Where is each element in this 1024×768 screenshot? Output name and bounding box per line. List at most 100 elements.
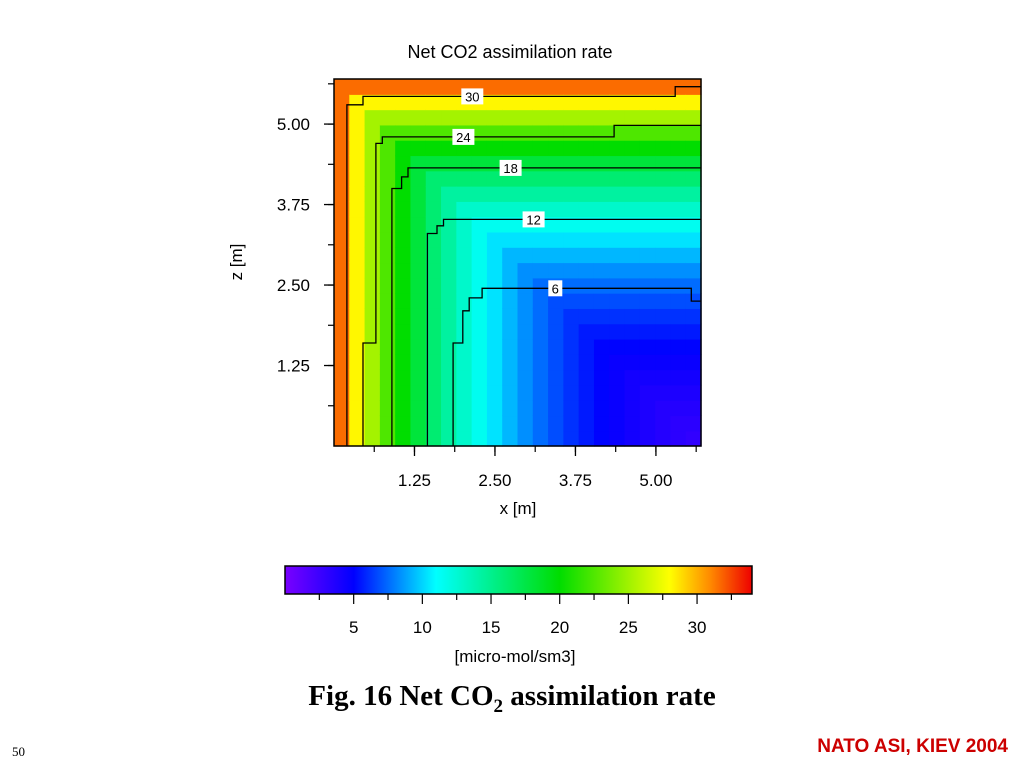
heatmap-cell xyxy=(624,400,641,417)
heatmap-cell xyxy=(532,354,549,371)
heatmap-cell xyxy=(624,155,641,172)
heatmap-cell xyxy=(364,94,381,111)
heatmap-cell xyxy=(548,338,564,355)
heatmap-cell xyxy=(425,293,442,309)
heatmap-cell xyxy=(456,308,473,325)
heatmap-cell xyxy=(578,384,595,401)
heatmap-cell xyxy=(532,94,549,111)
heatmap-cell xyxy=(517,293,534,309)
heatmap-cell xyxy=(410,369,427,386)
heatmap-cell xyxy=(334,94,350,111)
x-axis: 1.25 2.50 3.75 5.00 xyxy=(373,446,697,490)
colorbar-tick-label: 30 xyxy=(688,618,707,637)
heatmap-cell xyxy=(395,369,412,386)
heatmap-cell xyxy=(685,369,702,386)
heatmap-cell xyxy=(532,140,549,157)
heatmap-cell xyxy=(563,79,580,95)
heatmap-cell xyxy=(334,201,350,218)
heatmap-cell xyxy=(502,308,519,325)
heatmap-cell xyxy=(517,338,534,355)
heatmap-cell xyxy=(334,308,350,325)
heatmap-cell xyxy=(349,124,366,141)
heatmap-cell xyxy=(364,140,381,157)
heatmap-cell xyxy=(639,384,656,401)
heatmap-cell xyxy=(578,170,595,187)
heatmap-cell xyxy=(685,124,702,141)
y-axis: 1.25 2.50 3.75 5.00 xyxy=(277,83,334,407)
heatmap-cell xyxy=(655,109,672,126)
heatmap-cell xyxy=(563,384,580,401)
heatmap-cell xyxy=(578,247,595,264)
heatmap-cell xyxy=(410,94,427,111)
heatmap-cell xyxy=(364,155,381,172)
heatmap-cell xyxy=(563,369,580,386)
colorbar-tick-label: 5 xyxy=(349,618,358,637)
heatmap-cell xyxy=(639,277,656,294)
heatmap-cell xyxy=(379,308,396,325)
heatmap-cell xyxy=(685,430,702,447)
heatmap-cell xyxy=(502,216,519,233)
heatmap-cell xyxy=(410,323,427,340)
heatmap-cell xyxy=(685,400,702,417)
heatmap-cell xyxy=(639,323,656,340)
heatmap-cell xyxy=(425,247,442,264)
heatmap-cell xyxy=(349,400,366,417)
heatmap-cell xyxy=(456,415,473,432)
heatmap-cell xyxy=(334,140,350,157)
heatmap-cell xyxy=(334,262,350,279)
heatmap-cell xyxy=(379,338,396,355)
heatmap-cell xyxy=(410,170,427,187)
heatmap-cell xyxy=(364,247,381,264)
heatmap-cell xyxy=(364,384,381,401)
heatmap-cell xyxy=(563,277,580,294)
heatmap-cell xyxy=(578,109,595,126)
heatmap-cell xyxy=(410,338,427,355)
heatmap-cell xyxy=(486,247,503,264)
heatmap-cell xyxy=(670,338,687,355)
heatmap-cell xyxy=(410,216,427,233)
heatmap-cell xyxy=(471,277,488,294)
heatmap-cell xyxy=(364,109,381,126)
heatmap-cell xyxy=(593,140,610,157)
heatmap-cell xyxy=(609,216,626,233)
heatmap-cell xyxy=(609,354,626,371)
chart-figure: Net CO2 assimilation rate 30 24 18 12 6 1.25… xyxy=(227,42,753,666)
heatmap-cell xyxy=(334,400,350,417)
heatmap-cell xyxy=(349,94,366,111)
heatmap-cell xyxy=(670,384,687,401)
heatmap-cell xyxy=(655,277,672,294)
heatmap-cell xyxy=(655,247,672,264)
heatmap-cell xyxy=(624,201,641,218)
heatmap-cell xyxy=(655,415,672,432)
heatmap-cell xyxy=(548,293,564,309)
figure-caption: Fig. 16 Net CO2 assimilation rate xyxy=(0,680,1024,718)
contour-label-box xyxy=(452,128,475,145)
heatmap-cell xyxy=(395,79,412,95)
heatmap-cell xyxy=(471,400,488,417)
heatmap-cell xyxy=(548,384,564,401)
contour-label: 12 xyxy=(526,212,540,227)
heatmap-cell xyxy=(502,124,519,141)
heatmap-cell xyxy=(441,109,457,126)
heatmap-cell xyxy=(456,231,473,248)
heatmap-cell xyxy=(593,170,610,187)
heatmap-cell xyxy=(349,262,366,279)
heatmap-cell xyxy=(379,79,396,95)
heatmap-cell xyxy=(425,140,442,157)
heatmap-cell xyxy=(349,323,366,340)
heatmap-cell xyxy=(349,79,366,95)
heatmap-cell xyxy=(364,262,381,279)
heatmap-cell xyxy=(532,415,549,432)
y-tick-label: 1.25 xyxy=(277,357,310,376)
heatmap-cell xyxy=(670,247,687,264)
heatmap-cell xyxy=(685,262,702,279)
heatmap-cell xyxy=(456,323,473,340)
heatmap-cell xyxy=(593,338,610,355)
caption-prefix: Fig. 16 Net CO xyxy=(308,680,494,712)
contour-label-box xyxy=(461,88,484,105)
heatmap-cell xyxy=(441,201,457,218)
heatmap-cell xyxy=(655,354,672,371)
heatmap-cell xyxy=(334,338,350,355)
heatmap-cell xyxy=(502,140,519,157)
colorbar-tick-label: 25 xyxy=(619,618,638,637)
